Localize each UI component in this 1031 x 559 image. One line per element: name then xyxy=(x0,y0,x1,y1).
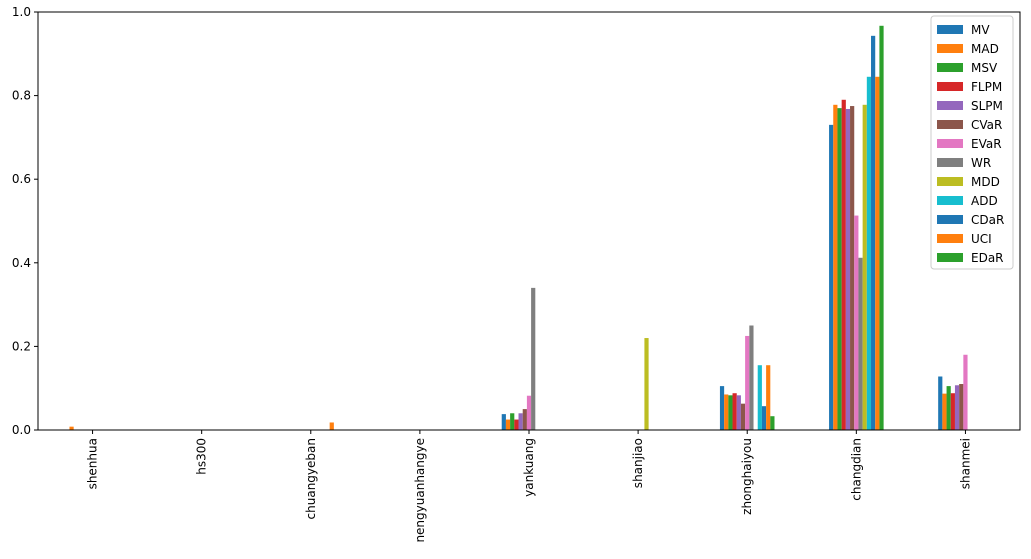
y-tick-label: 0.2 xyxy=(12,339,31,353)
x-tick-label-shanmei: shanmei xyxy=(958,438,972,489)
bar-wr-zhonghaiyou xyxy=(749,325,754,430)
legend-label-uci: UCI xyxy=(971,232,992,246)
legend-swatch-edar xyxy=(937,253,963,262)
bar-mv-yankuang xyxy=(501,414,506,430)
bar-mdd-changdian xyxy=(862,104,867,431)
bar-mv-shanmei xyxy=(938,376,943,430)
legend: MV MAD MSV FLPM SLPM CVaR EVaR WR MDD ADD CDaR UCI E… xyxy=(930,15,1014,270)
x-tick-label-changdian: changdian xyxy=(849,438,863,501)
bar-cdar-changdian xyxy=(871,35,876,430)
bar-uci-zhonghaiyou xyxy=(766,365,771,430)
legend-swatch-uci xyxy=(937,234,963,243)
bar-evar-zhonghaiyou xyxy=(745,335,750,430)
y-tick-label: 0.4 xyxy=(12,256,31,270)
bar-mad-shenhua xyxy=(69,426,74,430)
y-tick-label: 1.0 xyxy=(12,5,31,19)
bar-msv-yankuang xyxy=(510,413,515,430)
x-tick-label-shenhua: shenhua xyxy=(86,438,100,489)
x-tick-label-zhonghaiyou: zhonghaiyou xyxy=(740,438,754,515)
legend-label-edar: EDaR xyxy=(971,251,1004,265)
bar-flpm-shanmei xyxy=(950,393,955,430)
x-tick-label-chuangyeban: chuangyeban xyxy=(304,438,318,519)
legend-swatch-add xyxy=(937,196,963,205)
legend-label-mv: MV xyxy=(971,23,990,37)
legend-label-mdd: MDD xyxy=(971,175,1000,189)
legend-swatch-slpm xyxy=(937,101,963,110)
legend-label-evar: EVaR xyxy=(971,137,1002,151)
bar-cvar-yankuang xyxy=(522,409,527,430)
legend-swatch-mad xyxy=(937,44,963,53)
legend-label-mad: MAD xyxy=(971,42,999,56)
x-tick-label-hs300: hs300 xyxy=(195,438,209,475)
legend-label-wr: WR xyxy=(971,156,991,170)
bar-mv-zhonghaiyou xyxy=(719,386,725,430)
bar-evar-changdian xyxy=(854,215,859,430)
bar-uci-changdian xyxy=(875,76,880,430)
legend-label-slpm: SLPM xyxy=(971,99,1003,113)
bar-flpm-yankuang xyxy=(514,419,519,430)
bar-cvar-zhonghaiyou xyxy=(740,403,746,430)
bar-mdd-shanjiao xyxy=(644,338,649,430)
legend-swatch-flpm xyxy=(937,82,963,91)
bar-slpm-changdian xyxy=(845,108,851,430)
legend-swatch-cvar xyxy=(937,120,963,129)
bar-mad-zhonghaiyou xyxy=(724,394,729,430)
bar-cdar-zhonghaiyou xyxy=(761,406,767,430)
legend-label-cvar: CVaR xyxy=(971,118,1002,132)
y-tick-label: 0.6 xyxy=(12,172,31,186)
legend-box xyxy=(930,15,1014,270)
bar-flpm-zhonghaiyou xyxy=(732,393,737,430)
legend-swatch-evar xyxy=(937,139,963,148)
y-tick-label: 0.0 xyxy=(12,423,31,437)
legend-swatch-mv xyxy=(937,25,963,34)
bar-evar-shanmei xyxy=(963,354,968,430)
bar-slpm-yankuang xyxy=(518,413,523,430)
bar-mad-shanmei xyxy=(942,393,947,430)
bar-mv-changdian xyxy=(829,124,834,431)
legend-swatch-cdar xyxy=(937,215,963,224)
bar-slpm-zhonghaiyou xyxy=(736,395,741,430)
bar-mad-yankuang xyxy=(505,419,511,430)
legend-label-msv: MSV xyxy=(971,61,998,75)
legend-label-flpm: FLPM xyxy=(971,80,1002,94)
bar-add-changdian xyxy=(866,76,872,430)
bar-msv-changdian xyxy=(837,108,842,430)
x-tick-label-yankuang: yankuang xyxy=(522,438,536,497)
bar-flpm-changdian xyxy=(841,99,846,430)
bar-wr-changdian xyxy=(858,257,863,430)
legend-label-cdar: CDaR xyxy=(971,213,1004,227)
y-tick-label: 0.8 xyxy=(12,89,31,103)
legend-swatch-msv xyxy=(937,63,963,72)
bar-edar-zhonghaiyou xyxy=(770,416,775,430)
bar-cvar-changdian xyxy=(850,106,855,431)
bar-wr-yankuang xyxy=(531,287,536,430)
bar-mad-changdian xyxy=(833,104,838,431)
x-tick-label-nengyuanhangye: nengyuanhangye xyxy=(413,438,427,543)
bar-edar-changdian xyxy=(879,25,884,430)
x-tick-label-shanjiao: shanjiao xyxy=(631,438,645,488)
bar-evar-yankuang xyxy=(526,395,532,430)
bar-msv-shanmei xyxy=(946,386,951,430)
bars-group xyxy=(69,25,968,431)
legend-swatch-mdd xyxy=(937,177,963,186)
bar-slpm-shanmei xyxy=(954,385,960,430)
bar-add-zhonghaiyou xyxy=(757,365,762,430)
bar-uci-chuangyeban xyxy=(329,422,334,430)
legend-label-add: ADD xyxy=(971,194,998,208)
legend-swatch-wr xyxy=(937,158,963,167)
bar-cvar-shanmei xyxy=(959,384,964,430)
bar-msv-zhonghaiyou xyxy=(728,395,733,430)
